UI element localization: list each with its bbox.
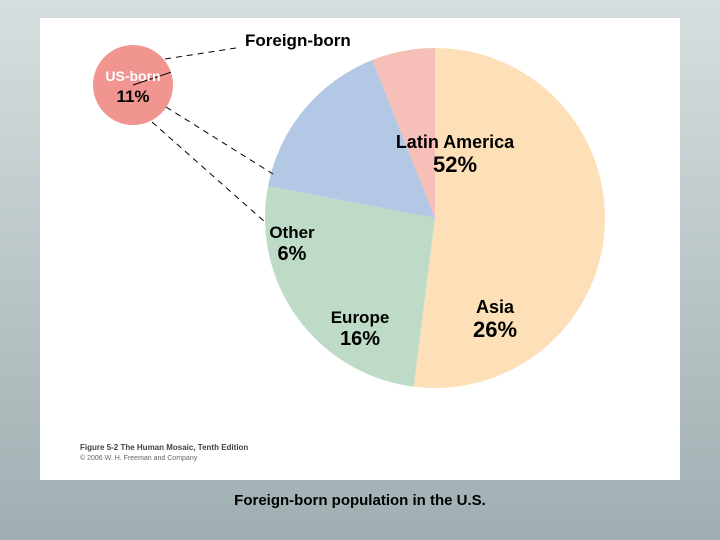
slice-label-latin-america: Latin America [396,132,515,152]
slice-label-asia: Asia [476,297,515,317]
pie-slice-asia [265,186,435,387]
foreign-born-callout: Foreign-born [245,31,351,50]
chart-svg: US-born 11% Foreign-born Latin America52% A… [40,18,680,480]
slide-background: US-born 11% Foreign-born Latin America52% A… [0,0,720,540]
slice-pct-asia: 26% [473,317,517,342]
attribution-line1: Figure 5-2 The Human Mosaic, Tenth Editi… [80,443,248,452]
connector-line-1 [152,122,265,222]
caption: Foreign-born population in the U.S. [0,492,720,509]
pie-chart [265,48,605,388]
chart-panel: US-born 11% Foreign-born Latin America52% A… [40,18,680,480]
slice-pct-other: 6% [278,243,307,265]
slice-pct-latin-america: 52% [433,152,477,177]
us-born-label: US-born [105,68,160,84]
slice-pct-europe: 16% [340,328,380,350]
slice-label-other: Other [269,223,315,242]
small-circle-chart: US-born 11% [93,45,173,125]
foreign-born-leader-line [165,48,236,59]
us-born-pct: 11% [116,87,149,106]
slice-label-europe: Europe [331,308,390,327]
connector-line-0 [166,107,273,174]
attribution-line2: © 2006 W. H. Freeman and Company [80,454,198,462]
